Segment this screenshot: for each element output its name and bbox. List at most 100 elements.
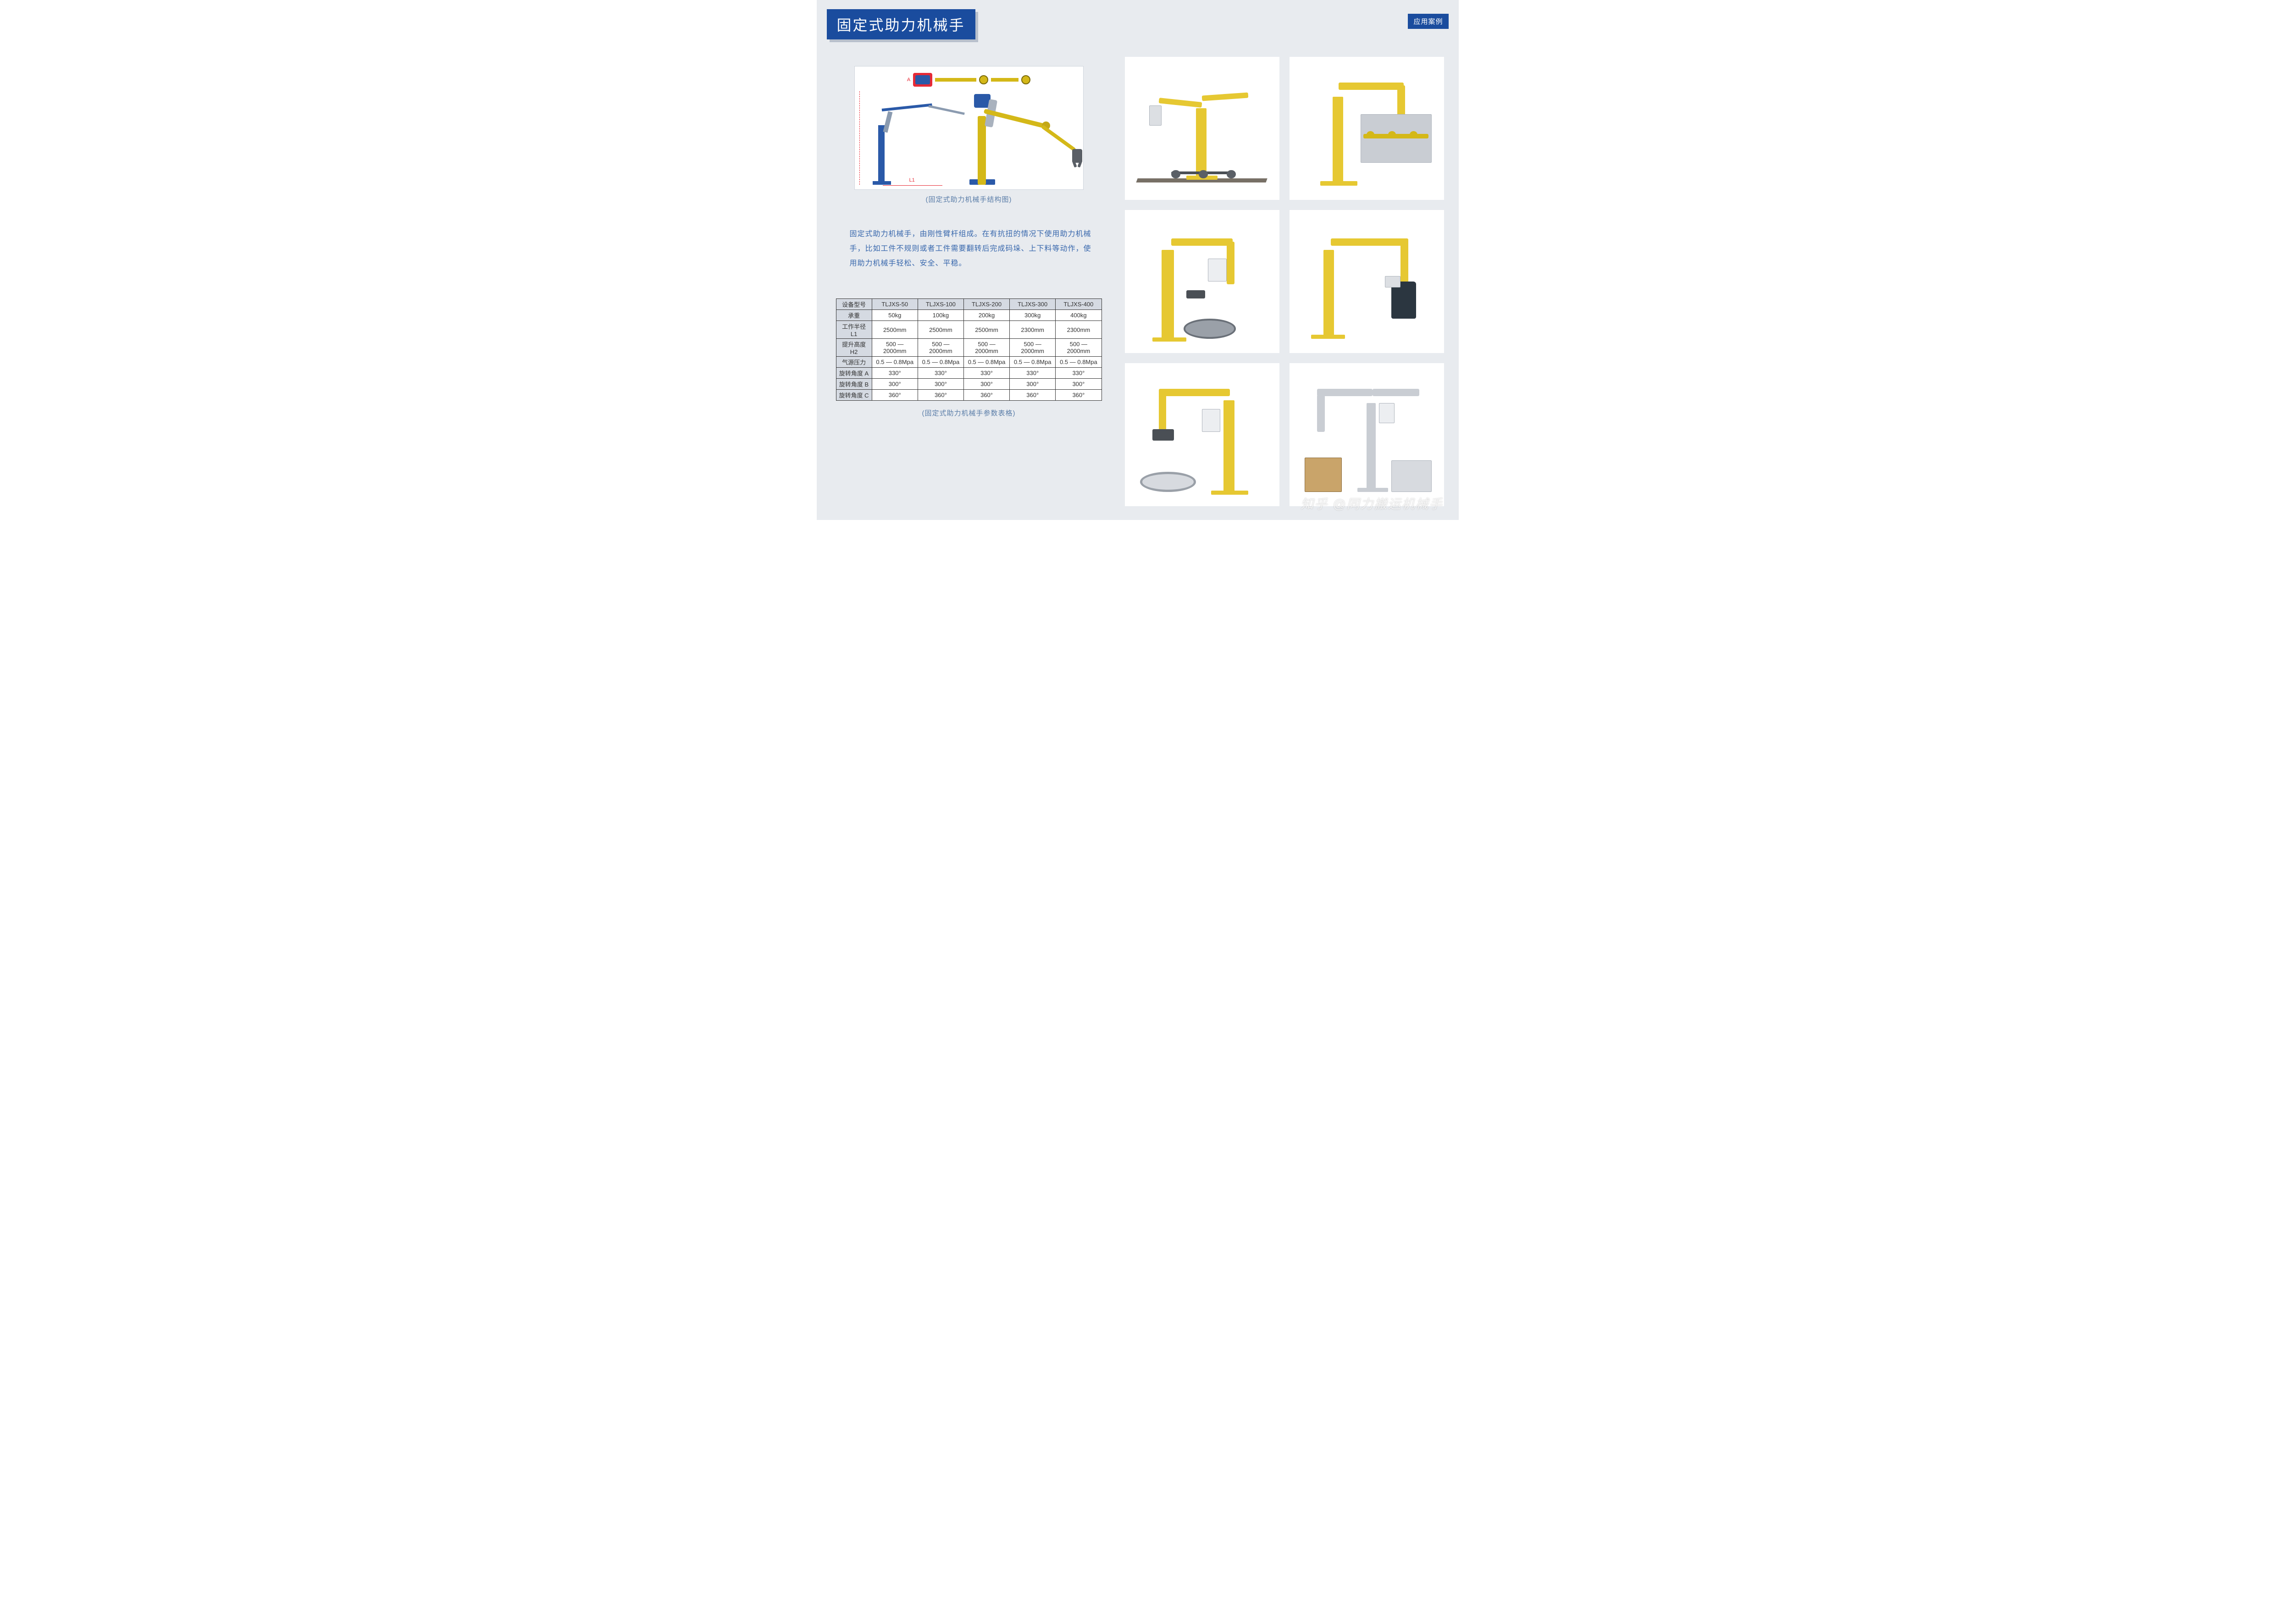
spec-table-cell: 360° (963, 390, 1009, 401)
arm-icon (1331, 238, 1408, 246)
diagram-bar2-icon (991, 78, 1018, 82)
diagram-joint-b-icon (979, 75, 988, 84)
arm2-icon (1158, 98, 1202, 108)
gallery-item (1290, 210, 1444, 353)
spec-table-row: 旋转角度 B300°300°300°300°300° (836, 379, 1102, 390)
clamp-icon (1152, 429, 1174, 441)
post-icon (1223, 400, 1234, 495)
diagram-bar-icon (935, 78, 976, 82)
spec-table-cell: 300° (1010, 379, 1056, 390)
spec-table-cell: 气源压力 (836, 357, 872, 368)
header-row: 固定式助力机械手 应用案例 (827, 9, 1449, 39)
pad1-icon (1171, 170, 1180, 179)
pad3-icon (1227, 170, 1236, 179)
arm-icon (1339, 83, 1404, 90)
page-title: 固定式助力机械手 (827, 9, 975, 39)
pallet-icon (1391, 460, 1432, 492)
spec-table: 设备型号TLJXS-50TLJXS-100TLJXS-200TLJXS-300T… (836, 298, 1102, 401)
spec-table-cell: 330° (1010, 368, 1056, 379)
spec-table-row: 提升高度 H2500 — 2000mm500 — 2000mm500 — 200… (836, 339, 1102, 357)
schematic-arm1-icon (881, 104, 932, 111)
coil-icon (1184, 319, 1236, 339)
spec-table-cell: 0.5 — 0.8Mpa (963, 357, 1009, 368)
gallery-item (1290, 363, 1444, 506)
spec-table-cell: 500 — 2000mm (918, 339, 963, 357)
spec-table-cell: 旋转角度 A (836, 368, 872, 379)
spec-table-header-cell: TLJXS-300 (1010, 299, 1056, 310)
schematic-l1-label: L1 (909, 177, 915, 183)
spec-table-cell: 300° (1056, 379, 1102, 390)
table-caption: (固定式助力机械手参数表格) (831, 408, 1107, 418)
content-row: A L1 (827, 52, 1449, 506)
spec-table-cell: 500 — 2000mm (1010, 339, 1056, 357)
spec-table-cell: 提升高度 H2 (836, 339, 872, 357)
arm-icon (1171, 238, 1233, 246)
control-box-icon (1379, 403, 1395, 423)
spec-table-cell: 500 — 2000mm (872, 339, 918, 357)
spec-table-cell: 2500mm (918, 321, 963, 339)
product-description: 固定式助力机械手，由刚性臂杆组成。在有抗扭的情况下使用助力机械手，比如工件不规则… (831, 227, 1107, 271)
gripper-box-icon (1385, 276, 1400, 287)
render-post-icon (978, 116, 986, 185)
render-gripper-icon (1072, 149, 1082, 163)
spec-table-cell: 0.5 — 0.8Mpa (872, 357, 918, 368)
cylinder-icon (1149, 105, 1162, 126)
case-badge: 应用案例 (1408, 14, 1448, 29)
arm-icon (1317, 389, 1373, 396)
clamp-icon (1186, 290, 1205, 299)
spec-table-cell: 360° (872, 390, 918, 401)
left-column: A L1 (831, 52, 1107, 506)
cup2-icon (1388, 131, 1396, 138)
spec-table-row: 旋转角度 C360°360°360°360°360° (836, 390, 1102, 401)
carton-icon (1305, 458, 1342, 492)
gallery-item (1125, 363, 1279, 506)
spec-table-cell: 300° (963, 379, 1009, 390)
diagram-hub-icon (913, 73, 932, 87)
arm-down-icon (1159, 392, 1167, 431)
spec-table-header-row: 设备型号TLJXS-50TLJXS-100TLJXS-200TLJXS-300T… (836, 299, 1102, 310)
post-icon (1162, 250, 1174, 342)
spec-table-row: 气源压力0.5 — 0.8Mpa0.5 — 0.8Mpa0.5 — 0.8Mpa… (836, 357, 1102, 368)
render-arm2-icon (1041, 125, 1077, 152)
post-icon (1196, 108, 1207, 180)
gallery-item (1290, 57, 1444, 200)
spec-table-row: 工作半径 L12500mm2500mm2500mm2300mm2300mm (836, 321, 1102, 339)
arm-down-icon (1400, 242, 1408, 285)
arm2-icon (1373, 389, 1419, 396)
spec-table-cell: 330° (963, 368, 1009, 379)
spec-table-cell: 500 — 2000mm (963, 339, 1009, 357)
spec-table-cell: 承重 (836, 310, 872, 321)
spec-table-cell: 300° (872, 379, 918, 390)
spec-table-header-cell: TLJXS-100 (918, 299, 963, 310)
spec-table-cell: 100kg (918, 310, 963, 321)
spec-table-cell: 工作半径 L1 (836, 321, 872, 339)
spec-table-header-cell: TLJXS-400 (1056, 299, 1102, 310)
spec-table-cell: 0.5 — 0.8Mpa (1056, 357, 1102, 368)
product-sheet-page: 固定式助力机械手 应用案例 A (817, 0, 1459, 520)
spec-table-header-cell: TLJXS-200 (963, 299, 1009, 310)
spec-table-cell: 旋转角度 C (836, 390, 872, 401)
base-icon (1152, 337, 1186, 342)
spec-table-cell: 2300mm (1010, 321, 1056, 339)
diagram-joint-c-icon (1021, 75, 1030, 84)
diagram-schematic: L1 (859, 91, 955, 185)
schematic-cylinder-icon (883, 111, 892, 133)
spec-table-cell: 500 — 2000mm (1056, 339, 1102, 357)
spec-table-cell: 330° (1056, 368, 1102, 379)
spec-table-cell: 360° (1056, 390, 1102, 401)
spec-table-cell: 0.5 — 0.8Mpa (1010, 357, 1056, 368)
spec-table-cell: 2300mm (1056, 321, 1102, 339)
gallery-item (1125, 210, 1279, 353)
post-icon (1367, 403, 1376, 492)
diagram-render (964, 91, 1078, 185)
spec-table-cell: 400kg (1056, 310, 1102, 321)
schematic-l1-dim (883, 185, 942, 186)
spec-table-cell: 330° (872, 368, 918, 379)
spec-table-cell: 2500mm (963, 321, 1009, 339)
panel-icon (1361, 114, 1432, 163)
spec-table-header-cell: 设备型号 (836, 299, 872, 310)
spec-table-header-cell: TLJXS-50 (872, 299, 918, 310)
diagram-top-view: A (859, 71, 1079, 88)
cup1-icon (1367, 131, 1374, 138)
spec-table-cell: 330° (918, 368, 963, 379)
